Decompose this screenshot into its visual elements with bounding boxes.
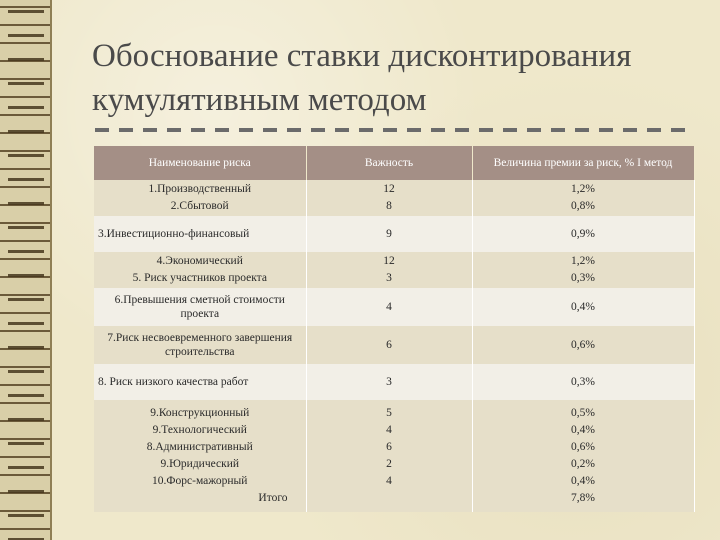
importance-cell: 5 4 6 2 4 xyxy=(306,400,473,512)
risk-name-cell: 4.Экономический 5. Риск участников проек… xyxy=(94,252,307,288)
importance-cell: 4 xyxy=(306,288,473,326)
title-divider xyxy=(95,128,695,132)
importance-cell: 9 xyxy=(306,216,473,252)
risk-table: Наименование риска Важность Величина пре… xyxy=(94,146,695,512)
table-row: 3.Инвестиционно-финансовый 9 0,9% xyxy=(94,216,695,252)
importance-value: 3 xyxy=(386,272,392,284)
risk-name-cell: 1.Производственный 2.Сбытовой xyxy=(94,180,307,216)
importance-value: 6 xyxy=(386,441,392,453)
importance-cell: 12 3 xyxy=(306,252,473,288)
table-row: 7.Риск несвоевременного завершения строи… xyxy=(94,326,695,364)
premium-value: 0,5% xyxy=(571,407,595,419)
importance-cell: 6 xyxy=(306,326,473,364)
importance-value: 5 xyxy=(386,407,392,419)
premium-cell: 1,2% 0,8% xyxy=(472,180,695,216)
total-premium-value: 7,8% xyxy=(571,492,595,504)
slide-title: Обоснование ставки дисконтирования кумул… xyxy=(92,38,632,118)
table-row: 6.Превышения сметной стоимости проекта 4… xyxy=(94,288,695,326)
table-row: 4.Экономический 5. Риск участников проек… xyxy=(94,252,695,288)
importance-value: 4 xyxy=(386,475,392,487)
risk-name: 2.Сбытовой xyxy=(170,200,229,212)
importance-value: 8 xyxy=(386,200,392,212)
table-row: 9.Конструкционный 9.Технологический 8.Ад… xyxy=(94,400,695,512)
premium-value: 1,2% xyxy=(571,183,595,195)
table-header-row: Наименование риска Важность Величина пре… xyxy=(94,146,695,180)
premium-cell: 0,3% xyxy=(472,364,695,400)
risk-name: 9.Юридический xyxy=(160,458,240,470)
importance-cell: 12 8 xyxy=(306,180,473,216)
premium-value: 0,3% xyxy=(571,272,595,284)
header-importance: Важность xyxy=(306,146,473,180)
importance-value: 4 xyxy=(386,424,392,436)
premium-value: 0,6% xyxy=(571,441,595,453)
risk-name: 5. Риск участников проекта xyxy=(132,272,267,284)
risk-name: 10.Форс-мажорный xyxy=(152,475,248,487)
table-row: 8. Риск низкого качества работ 3 0,3% xyxy=(94,364,695,400)
risk-name-cell: 3.Инвестиционно-финансовый xyxy=(94,216,307,252)
premium-value: 0,4% xyxy=(571,475,595,487)
premium-cell: 0,9% xyxy=(472,216,695,252)
risk-name-cell: 8. Риск низкого качества работ xyxy=(94,364,307,400)
risk-name-cell: 6.Превышения сметной стоимости проекта xyxy=(94,288,307,326)
importance-value: 12 xyxy=(383,183,395,195)
premium-value: 0,4% xyxy=(571,424,595,436)
importance-cell: 3 xyxy=(306,364,473,400)
risk-name: 9.Конструкционный xyxy=(150,407,250,419)
risk-name: 8.Административный xyxy=(146,441,253,453)
notebook-binding xyxy=(0,0,52,540)
premium-value: 0,8% xyxy=(571,200,595,212)
header-risk-name: Наименование риска xyxy=(94,146,307,180)
importance-value: 12 xyxy=(383,255,395,267)
header-premium: Величина премии за риск, % I метод xyxy=(472,146,695,180)
premium-value: 0,2% xyxy=(571,458,595,470)
table-row: 1.Производственный 2.Сбытовой 12 8 1,2% … xyxy=(94,180,695,216)
risk-name: 9.Технологический xyxy=(152,424,247,436)
total-label: Итого xyxy=(258,492,288,504)
risk-name: 4.Экономический xyxy=(156,255,243,267)
premium-cell: 1,2% 0,3% xyxy=(472,252,695,288)
premium-cell: 0,4% xyxy=(472,288,695,326)
risk-name: 1.Производственный xyxy=(148,183,252,195)
premium-cell: 0,5% 0,4% 0,6% 0,2% 0,4% 7,8% xyxy=(472,400,695,512)
importance-value: 2 xyxy=(386,458,392,470)
premium-value: 1,2% xyxy=(571,255,595,267)
risk-name-cell: 7.Риск несвоевременного завершения строи… xyxy=(94,326,307,364)
importance-value xyxy=(311,490,468,507)
risk-name-cell: 9.Конструкционный 9.Технологический 8.Ад… xyxy=(94,400,307,512)
premium-cell: 0,6% xyxy=(472,326,695,364)
